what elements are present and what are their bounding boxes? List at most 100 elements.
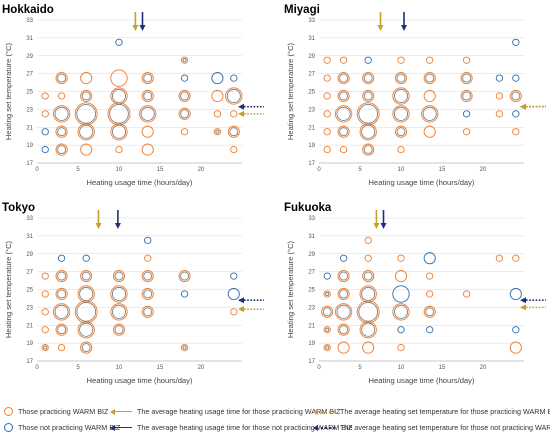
avg-temp-not-practicing-arrow-head bbox=[238, 297, 244, 304]
x-tick-label: 10 bbox=[398, 167, 405, 173]
chart-panel: Tokyo 17 19 21 23 25 27 29 31 33 0 5 10 15 20 Heating u… bbox=[2, 202, 264, 385]
bubble-not-practicing bbox=[211, 72, 224, 85]
bubble-practicing bbox=[74, 300, 98, 324]
bubble-not-practicing bbox=[81, 271, 91, 281]
y-tick-label: 19 bbox=[308, 341, 315, 347]
avg-temp-practicing-arrow-head bbox=[520, 103, 526, 110]
bubble-not-practicing bbox=[180, 290, 189, 298]
bubble-not-practicing bbox=[426, 326, 434, 334]
bubble-not-practicing bbox=[322, 307, 332, 317]
bubble-not-practicing bbox=[358, 301, 379, 322]
y-tick-label: 23 bbox=[308, 305, 315, 311]
bubble-not-practicing bbox=[393, 304, 409, 319]
bubble-not-practicing bbox=[336, 304, 351, 319]
bubble-not-practicing bbox=[114, 325, 124, 335]
bubble-practicing bbox=[421, 105, 439, 123]
bubble-not-practicing bbox=[364, 56, 372, 64]
bubble-practicing bbox=[110, 285, 128, 303]
y-tick-label: 27 bbox=[26, 72, 33, 78]
bubble-practicing bbox=[180, 128, 189, 136]
bubble-practicing bbox=[509, 89, 522, 103]
bubble-practicing bbox=[334, 105, 353, 123]
y-tick-label: 17 bbox=[308, 161, 315, 167]
x-tick-label: 0 bbox=[35, 167, 39, 173]
bubble-practicing bbox=[362, 270, 375, 283]
bubble-not-practicing bbox=[423, 252, 436, 265]
bubble-practicing bbox=[141, 270, 154, 283]
x-tick-label: 5 bbox=[76, 365, 80, 371]
x-tick-label: 20 bbox=[198, 365, 205, 371]
bubble-not-practicing bbox=[76, 301, 97, 322]
bubble-practicing bbox=[112, 270, 126, 283]
x-tick-label: 0 bbox=[317, 365, 321, 371]
bubble-not-practicing bbox=[182, 345, 187, 350]
y-tick-label: 29 bbox=[308, 54, 315, 60]
bubble-practicing bbox=[394, 125, 408, 138]
bubble-not-practicing bbox=[57, 254, 66, 262]
x-axis-title: Heating usage time (hours/day) bbox=[369, 178, 475, 187]
y-tick-label: 31 bbox=[26, 234, 33, 240]
bubble-practicing bbox=[225, 87, 243, 105]
y-axis-title: Heating set temperature (°C) bbox=[4, 240, 13, 338]
bubble-practicing bbox=[426, 56, 434, 64]
chart-panel: Fukuoka 17 19 21 23 25 27 29 31 33 0 5 10 15 20 Heating… bbox=[284, 202, 546, 385]
y-tick-label: 19 bbox=[26, 341, 33, 347]
bubble-practicing bbox=[144, 254, 152, 262]
bubble-practicing bbox=[423, 125, 436, 138]
bubble-not-practicing bbox=[54, 106, 69, 121]
bubble-not-practicing bbox=[41, 128, 49, 136]
bubble-practicing bbox=[55, 270, 68, 283]
bubble-practicing bbox=[55, 125, 68, 138]
bubble-practicing bbox=[141, 125, 154, 138]
bubble-practicing bbox=[460, 72, 473, 85]
x-tick-label: 0 bbox=[317, 167, 321, 173]
bubble-not-practicing bbox=[229, 127, 239, 137]
bubble-not-practicing bbox=[226, 88, 241, 104]
x-tick-label: 5 bbox=[358, 365, 362, 371]
bubble-practicing bbox=[397, 343, 405, 352]
bubble-not-practicing bbox=[511, 91, 521, 101]
bubble-practicing bbox=[495, 254, 504, 262]
x-axis-title: Heating usage time (hours/day) bbox=[87, 376, 193, 385]
bubble-practicing bbox=[41, 272, 49, 280]
x-tick-label: 10 bbox=[116, 167, 123, 173]
bubble-not-practicing bbox=[339, 73, 349, 83]
bubble-not-practicing bbox=[57, 145, 67, 155]
bubble-practicing bbox=[55, 72, 68, 85]
bubble-not-practicing bbox=[462, 110, 471, 118]
bubble-practicing bbox=[362, 143, 375, 156]
x-tick-label: 20 bbox=[480, 167, 487, 173]
bubble-not-practicing bbox=[111, 124, 127, 139]
bubble-practicing bbox=[230, 145, 238, 154]
bubble-practicing bbox=[423, 305, 436, 318]
bubble-practicing bbox=[80, 89, 93, 103]
bubble-practicing bbox=[80, 72, 93, 85]
bubble-not-practicing bbox=[363, 91, 373, 101]
x-tick-label: 15 bbox=[157, 167, 164, 173]
bubble-practicing bbox=[323, 92, 331, 100]
bubble-practicing bbox=[323, 74, 331, 82]
legend-avg-temp-practicing-label: The average heating set temperature for … bbox=[340, 407, 550, 416]
bubble-practicing bbox=[57, 92, 66, 100]
bubble-practicing bbox=[77, 321, 95, 339]
bubble-not-practicing bbox=[57, 271, 67, 281]
bubble-not-practicing bbox=[114, 271, 124, 281]
bubble-not-practicing bbox=[57, 289, 67, 299]
bubble-not-practicing bbox=[393, 106, 409, 121]
bubble-not-practicing bbox=[143, 271, 153, 281]
y-tick-label: 33 bbox=[26, 216, 33, 222]
bubble-practicing bbox=[359, 123, 377, 141]
bubble-not-practicing bbox=[462, 91, 472, 101]
y-tick-label: 17 bbox=[308, 359, 315, 365]
bubble-not-practicing bbox=[111, 304, 127, 319]
bubble-not-practicing bbox=[361, 322, 376, 337]
bubble-practicing bbox=[80, 143, 93, 156]
bubble-not-practicing bbox=[76, 103, 97, 124]
y-tick-label: 25 bbox=[26, 288, 33, 294]
bubble-practicing bbox=[364, 236, 372, 244]
y-tick-label: 25 bbox=[26, 90, 33, 96]
bubble-not-practicing bbox=[215, 129, 220, 134]
y-tick-label: 25 bbox=[308, 288, 315, 294]
legend-avg-time-practicing-label: The average heating usage time for those… bbox=[137, 407, 341, 416]
bubble-practicing bbox=[356, 102, 380, 126]
